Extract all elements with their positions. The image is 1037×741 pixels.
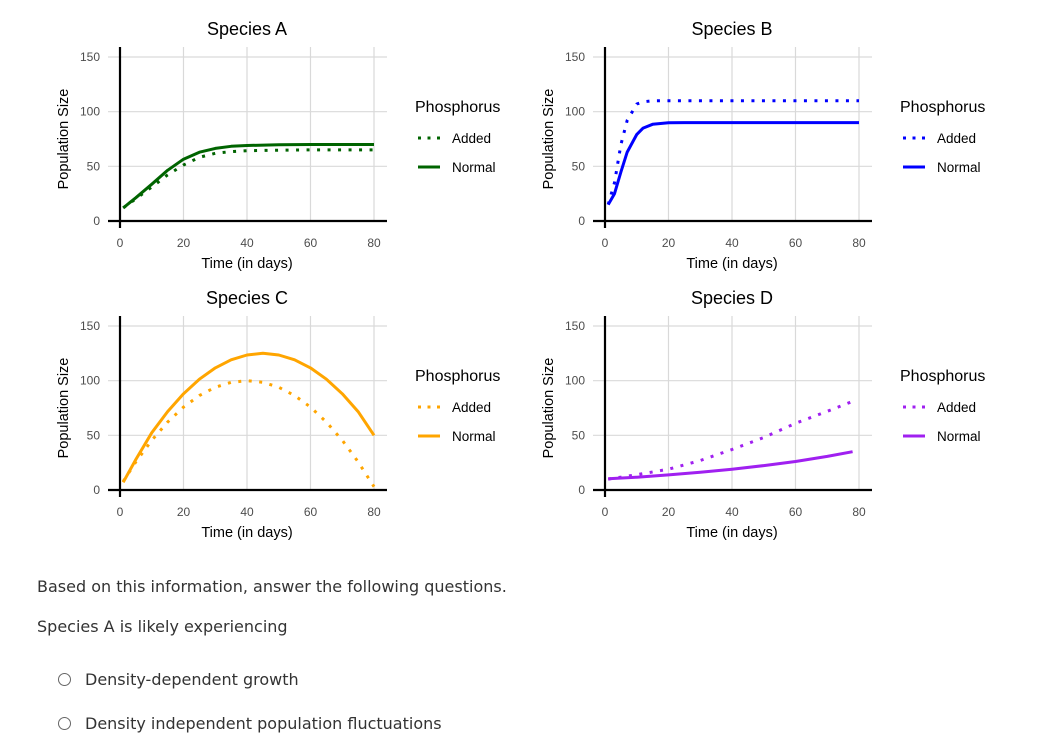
y-tick-label: 0 [578,214,585,228]
legend-label: Added [452,400,491,415]
series-line-normal [121,351,376,484]
x-tick-label: 80 [367,505,381,519]
legend: Phosphorus Added Normal [415,99,500,175]
y-tick-label: 50 [572,428,586,442]
y-tick-label: 50 [87,159,101,173]
y-tick-label: 100 [80,374,100,388]
series-line-normal [608,450,853,481]
y-tick-label: 0 [578,483,585,497]
chart-title: Species C [206,288,288,308]
legend: Phosphorus Added Normal [900,368,985,444]
chart-title: Species A [207,19,287,39]
y-axis-label: Population Size [56,89,72,190]
radio-button[interactable] [58,717,71,730]
legend-label: Added [937,131,976,146]
x-tick-label: 40 [725,236,739,250]
x-tick-label: 60 [789,236,803,250]
legend-label: Normal [452,160,496,175]
legend-label: Normal [937,429,981,444]
x-tick-label: 40 [240,505,254,519]
series-line-added [122,148,374,210]
legend: Phosphorus Added Normal [900,99,985,175]
y-tick-label: 100 [565,374,585,388]
charts-figure: 0 20 40 60 80 0 50 100 150 Species A Time (in days… [56,19,985,541]
series-line-normal [122,143,374,210]
chart-panel: 0 20 40 60 80 0 50 100 150 Species C Time (in days… [56,288,500,541]
y-axis-label: Population Size [541,358,557,459]
x-tick-label: 80 [852,236,866,250]
chart-panel: 0 20 40 60 80 0 50 100 150 Species A Time (in days… [56,19,500,272]
y-tick-label: 0 [93,214,100,228]
x-axis-label: Time (in days) [686,256,777,272]
legend: Phosphorus Added Normal [415,368,500,444]
y-tick-label: 150 [565,50,585,64]
x-tick-label: 20 [177,505,191,519]
question-intro: Based on this information, answer the fo… [37,577,507,596]
series-line-normal [606,121,859,206]
x-tick-label: 20 [662,236,676,250]
y-tick-label: 150 [80,319,100,333]
y-tick-label: 150 [565,319,585,333]
x-tick-label: 20 [177,236,191,250]
x-tick-label: 60 [304,236,318,250]
x-tick-label: 60 [789,505,803,519]
question-prompt: Species A is likely experiencing [37,617,288,636]
legend-label: Normal [937,160,981,175]
y-tick-label: 150 [80,50,100,64]
x-tick-label: 60 [304,505,318,519]
x-tick-label: 0 [117,505,124,519]
answer-option-2[interactable]: Density independent population fluctuati… [58,714,442,733]
chart-title: Species B [691,19,772,39]
y-axis-label: Population Size [56,358,72,459]
legend-title: Phosphorus [415,99,500,116]
x-tick-label: 40 [240,236,254,250]
legend-label: Added [452,131,491,146]
y-tick-label: 50 [572,159,586,173]
answer-option-label: Density independent population fluctuati… [85,714,442,733]
x-tick-label: 0 [117,236,124,250]
x-axis-label: Time (in days) [201,525,292,541]
x-tick-label: 40 [725,505,739,519]
x-tick-label: 0 [602,236,609,250]
chart-panel: 0 20 40 60 80 0 50 100 150 Species B Time (in days… [541,19,985,272]
y-tick-label: 50 [87,428,101,442]
chart-panel: 0 20 40 60 80 0 50 100 150 Species D Time (in days… [541,288,985,541]
x-tick-label: 80 [367,236,381,250]
x-tick-label: 20 [662,505,676,519]
series-line-added [607,400,854,481]
x-tick-label: 0 [602,505,609,519]
x-tick-label: 80 [852,505,866,519]
legend-label: Added [937,400,976,415]
y-tick-label: 100 [80,105,100,119]
chart-title: Species D [691,288,773,308]
legend-title: Phosphorus [900,99,985,116]
radio-button[interactable] [58,673,71,686]
answer-option-label: Density-dependent growth [85,670,299,689]
y-tick-label: 0 [93,483,100,497]
legend-title: Phosphorus [900,368,985,385]
legend-label: Normal [452,429,496,444]
answer-option-1[interactable]: Density-dependent growth [58,670,299,689]
y-axis-label: Population Size [541,89,557,190]
x-axis-label: Time (in days) [201,256,292,272]
y-tick-label: 100 [565,105,585,119]
x-axis-label: Time (in days) [686,525,777,541]
series-line-added [606,99,859,206]
legend-title: Phosphorus [415,368,500,385]
series-line-added [121,379,376,488]
